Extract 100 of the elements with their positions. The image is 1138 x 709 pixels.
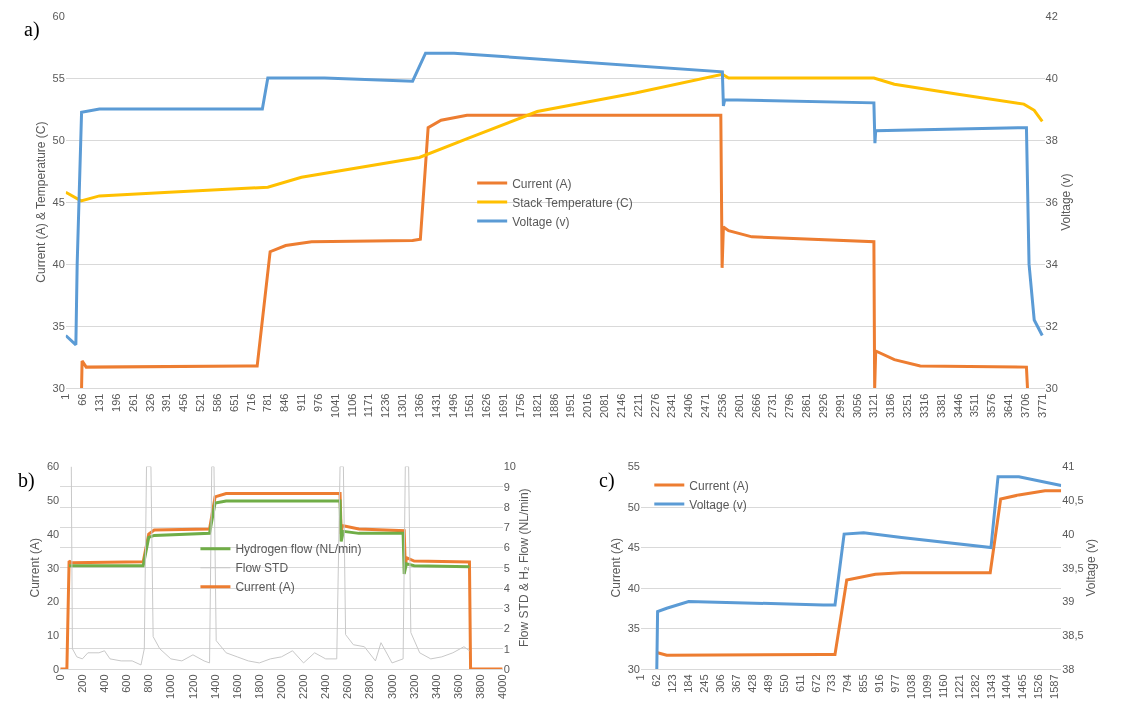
x-tick-label: 2800: [363, 674, 376, 699]
y2-tick-label: 38: [1045, 133, 1058, 146]
x-tick-label: 651: [227, 393, 240, 412]
x-tick-label: 600: [120, 674, 133, 693]
x-tick-label: 2991: [833, 393, 846, 419]
x-tick-label: 3186: [884, 393, 897, 419]
x-tick-label: 3381: [934, 393, 947, 419]
x-tick-label: 521: [194, 393, 207, 412]
x-tick-label: 2926: [816, 393, 829, 419]
y-tick-label: 10: [46, 629, 60, 642]
y2-tick-label: 9: [503, 480, 510, 493]
legend-label: Voltage (v): [689, 497, 747, 512]
y-tick-label: 20: [46, 595, 60, 608]
x-tick-label: 733: [825, 674, 838, 693]
x-tick-label: 1343: [984, 674, 997, 699]
x-tick-label: 1886: [547, 393, 560, 419]
legend-label: Stack Temperature (C): [512, 195, 633, 210]
x-tick-label: 550: [777, 674, 790, 693]
y-tick-label: 30: [52, 382, 65, 395]
y2-axis-title: Voltage (v): [1084, 539, 1099, 597]
y2-tick-label: 32: [1045, 320, 1058, 333]
legend-label: Hydrogen flow (NL/min): [235, 542, 362, 557]
x-tick-label: 611: [793, 674, 806, 692]
x-tick-label: 367: [729, 674, 742, 693]
x-tick-label: 1465: [1016, 674, 1029, 699]
y2-tick-label: 39: [1062, 595, 1075, 608]
x-tick-label: 391: [160, 393, 173, 412]
x-tick-label: 2276: [648, 393, 661, 419]
x-tick-label: 3800: [474, 674, 487, 699]
x-tick-label: 3446: [951, 393, 964, 419]
y2-tick-label: 8: [503, 500, 510, 513]
y2-axis-title: Flow STD & H₂ Flow (NL/min): [516, 488, 531, 648]
x-tick-label: 1236: [379, 393, 392, 419]
y-tick-label: 40: [627, 581, 640, 594]
x-tick-label: 1951: [564, 393, 577, 419]
y-tick-label: 45: [627, 541, 640, 554]
x-tick-label: 306: [714, 674, 727, 693]
x-tick-label: 672: [809, 674, 822, 693]
x-tick-label: 2146: [614, 393, 627, 419]
line-series: [70, 466, 470, 666]
x-tick-label: 62: [650, 674, 663, 687]
x-tick-label: 1000: [164, 674, 177, 699]
y2-tick-label: 3: [503, 602, 510, 615]
y-tick-label: 55: [627, 460, 640, 473]
x-tick-label: 977: [889, 674, 902, 693]
x-tick-label: 2731: [766, 393, 779, 419]
legend-label: Flow STD: [235, 561, 289, 576]
y2-tick-label: 34: [1045, 257, 1058, 270]
x-tick-label: 3121: [867, 393, 880, 419]
y-tick-label: 50: [46, 494, 60, 507]
x-tick-label: 1038: [904, 674, 917, 699]
x-tick-label: 846: [278, 393, 291, 412]
x-tick-label: 456: [177, 393, 190, 412]
x-tick-label: 1626: [480, 393, 493, 419]
x-tick-label: 3251: [901, 393, 914, 419]
x-tick-label: 3400: [429, 674, 442, 699]
x-tick-label: 586: [210, 393, 223, 412]
y2-tick-label: 42: [1045, 9, 1058, 22]
x-tick-label: 1301: [396, 393, 409, 419]
x-tick-label: 1756: [513, 393, 526, 419]
x-tick-label: 1496: [446, 393, 459, 419]
y2-tick-label: 10: [503, 460, 516, 473]
y-tick-label: 60: [46, 460, 60, 473]
x-tick-label: 3000: [385, 674, 398, 699]
y2-tick-label: 4: [503, 581, 510, 594]
x-tick-label: 976: [311, 393, 324, 412]
y-axis-title: Current (A): [28, 538, 43, 598]
x-tick-label: 245: [698, 674, 711, 693]
x-tick-label: 261: [126, 393, 139, 412]
x-tick-label: 200: [75, 674, 88, 693]
y-tick-label: 30: [46, 561, 60, 574]
y2-tick-label: 39,5: [1062, 561, 1084, 574]
text: c): [599, 469, 615, 492]
x-tick-label: 3316: [917, 393, 930, 419]
y-tick-label: 50: [52, 133, 65, 146]
x-tick-label: 428: [745, 674, 758, 693]
x-tick-label: 716: [244, 393, 257, 412]
x-tick-label: 1041: [328, 393, 341, 419]
x-tick-label: 3771: [1035, 393, 1048, 419]
y2-tick-label: 40: [1062, 527, 1075, 540]
y2-tick-label: 2: [503, 622, 510, 635]
y-tick-label: 50: [627, 500, 640, 513]
legend-label: Current (A): [235, 580, 295, 595]
x-tick-label: 2601: [732, 393, 745, 419]
y-tick-label: 35: [627, 622, 640, 635]
x-tick-label: 1821: [530, 393, 543, 419]
x-tick-label: 1526: [1032, 674, 1045, 699]
x-tick-label: 2796: [783, 393, 796, 419]
legend-label: Voltage (v): [512, 214, 570, 229]
x-tick-label: 1587: [1048, 674, 1061, 699]
x-tick-label: 3511: [968, 393, 981, 418]
y2-tick-label: 7: [503, 521, 510, 534]
x-tick-label: 2600: [341, 674, 354, 699]
x-tick-label: 326: [143, 393, 156, 412]
y-tick-label: 35: [52, 320, 65, 333]
x-tick-label: 1: [59, 393, 72, 400]
x-tick-label: 1600: [230, 674, 243, 699]
y-tick-label: 40: [52, 257, 65, 270]
y2-tick-label: 36: [1045, 195, 1058, 208]
x-tick-label: 1404: [1000, 674, 1013, 699]
